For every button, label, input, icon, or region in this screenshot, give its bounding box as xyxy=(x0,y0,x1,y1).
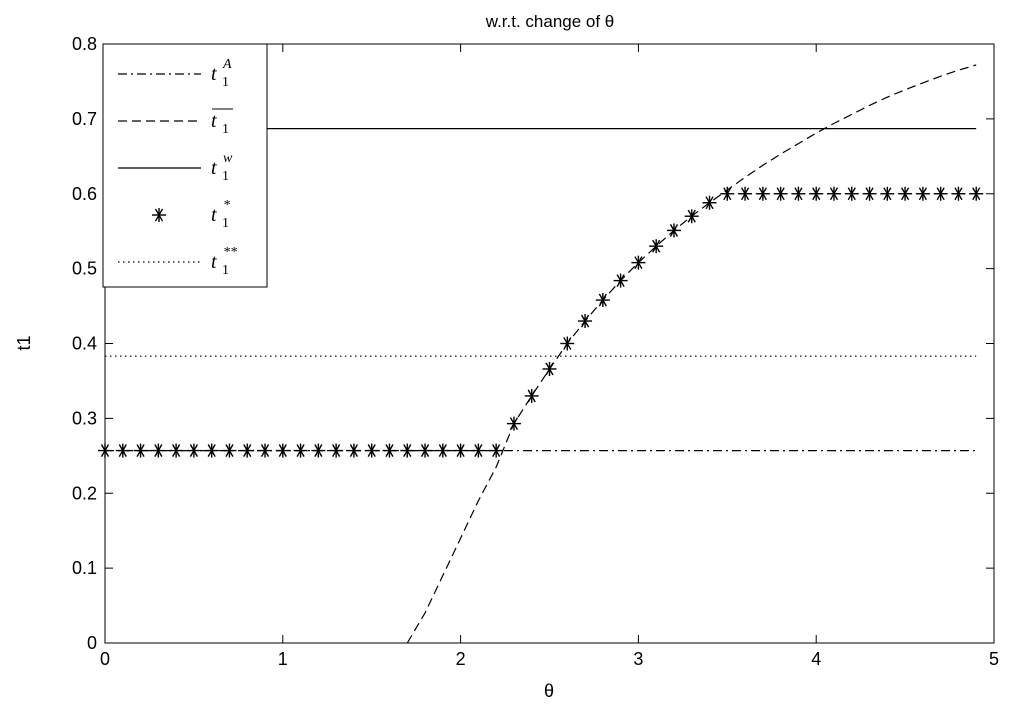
data-point-marker xyxy=(311,443,326,458)
data-point-marker xyxy=(346,443,361,458)
x-axis-label: θ xyxy=(544,681,554,701)
series-t1-bar-line xyxy=(406,64,977,644)
data-point-marker xyxy=(258,443,273,458)
legend-label-sub: 1 xyxy=(222,122,229,137)
data-point-marker xyxy=(453,443,468,458)
x-tick-label: 5 xyxy=(989,649,999,669)
plot-area xyxy=(98,64,984,644)
data-point-marker xyxy=(275,443,290,458)
y-tick-label: 0.4 xyxy=(72,334,97,354)
legend-label: t xyxy=(211,251,217,273)
data-point-marker xyxy=(951,186,966,201)
data-point-marker xyxy=(578,314,593,329)
y-tick-label: 0.1 xyxy=(72,558,97,578)
data-point-marker xyxy=(400,443,415,458)
data-point-marker xyxy=(560,336,575,351)
y-tick-label: 0.6 xyxy=(72,184,97,204)
x-tick-label: 3 xyxy=(633,649,643,669)
series-t1--markers xyxy=(98,186,984,458)
data-point-marker xyxy=(418,443,433,458)
data-point-marker xyxy=(880,186,895,201)
data-point-marker xyxy=(969,186,984,201)
legend-label: t xyxy=(211,110,217,132)
data-point-marker xyxy=(826,186,841,201)
data-point-marker xyxy=(773,186,788,201)
legend-label-sup: ** xyxy=(223,245,237,260)
legend-label-sub: 1 xyxy=(222,169,229,184)
data-point-marker xyxy=(115,443,130,458)
legend-marker xyxy=(152,208,166,222)
data-point-marker xyxy=(720,186,735,201)
legend: t 1At 1t 1wt 1*t 1** xyxy=(102,43,268,288)
data-point-marker xyxy=(649,239,664,254)
data-point-marker xyxy=(169,443,184,458)
legend-item: t 1 w xyxy=(118,151,233,184)
x-tick-label: 1 xyxy=(278,649,288,669)
data-point-marker xyxy=(613,273,628,288)
data-point-marker xyxy=(844,186,859,201)
data-point-marker xyxy=(684,209,699,224)
x-tick-label: 2 xyxy=(456,649,466,669)
legend-item: t 1 A xyxy=(118,57,232,90)
y-tick-label: 0 xyxy=(87,633,97,653)
legend-label-sup: A xyxy=(222,57,232,72)
legend-label-sup: w xyxy=(223,151,233,166)
legend-label-sub: 1 xyxy=(222,263,229,278)
data-point-marker xyxy=(898,186,913,201)
legend-label-sub: 1 xyxy=(222,216,229,231)
legend-item: t 1 ** xyxy=(118,245,237,278)
y-tick-label: 0.2 xyxy=(72,483,97,503)
data-point-marker xyxy=(933,186,948,201)
y-tick-label: 0.7 xyxy=(72,109,97,129)
x-tick-label: 0 xyxy=(100,649,110,669)
legend-label-sup: * xyxy=(223,198,230,213)
chart-title: w.r.t. change of θ xyxy=(485,12,615,31)
legend-label: t xyxy=(211,63,217,85)
x-axis-ticks: 0 1 2 3 4 5 xyxy=(100,44,999,669)
data-point-marker xyxy=(204,443,219,458)
y-tick-label: 0.8 xyxy=(72,34,97,54)
data-point-marker xyxy=(329,443,344,458)
legend-box xyxy=(102,43,268,288)
data-point-marker xyxy=(666,223,681,238)
data-point-marker xyxy=(471,443,486,458)
data-point-marker xyxy=(222,443,237,458)
legend-item: t 1 * xyxy=(152,198,230,231)
data-point-marker xyxy=(809,186,824,201)
data-point-marker xyxy=(489,443,504,458)
data-point-marker xyxy=(702,195,717,210)
data-point-marker xyxy=(293,443,308,458)
data-point-marker xyxy=(506,416,521,431)
data-point-marker xyxy=(542,361,557,376)
data-point-marker xyxy=(524,388,539,403)
data-point-marker xyxy=(595,293,610,308)
data-point-marker xyxy=(435,443,450,458)
legend-label-sub: 1 xyxy=(222,75,229,90)
data-point-marker xyxy=(240,443,255,458)
data-point-marker xyxy=(738,186,753,201)
y-tick-label: 0.5 xyxy=(72,259,97,279)
legend-label: t xyxy=(211,157,217,179)
x-tick-label: 4 xyxy=(811,649,821,669)
data-point-marker xyxy=(382,443,397,458)
data-point-marker xyxy=(791,186,806,201)
data-point-marker xyxy=(151,443,166,458)
data-point-marker xyxy=(364,443,379,458)
data-point-marker xyxy=(915,186,930,201)
y-axis-label: t1 xyxy=(14,335,34,350)
data-point-marker xyxy=(186,443,201,458)
data-point-marker xyxy=(631,255,646,270)
data-point-marker xyxy=(133,443,148,458)
y-axis-ticks: 0 0.1 0.2 0.3 0.4 0.5 0.6 0.7 0.8 xyxy=(72,34,994,653)
data-point-marker xyxy=(862,186,877,201)
y-tick-label: 0.3 xyxy=(72,408,97,428)
legend-label: t xyxy=(211,204,217,226)
data-point-marker xyxy=(755,186,770,201)
